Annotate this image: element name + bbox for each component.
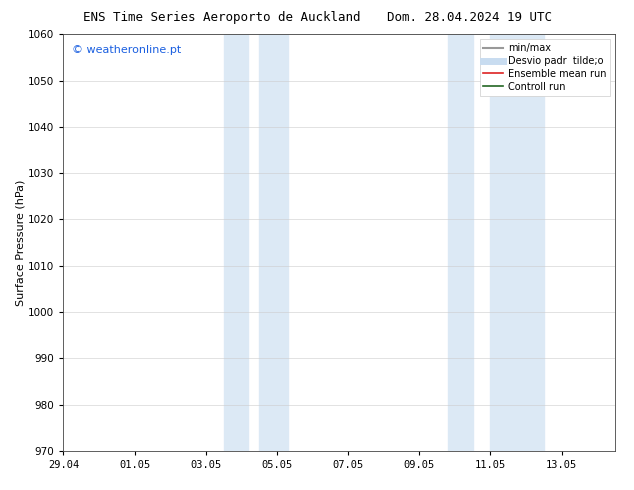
Legend: min/max, Desvio padr  tilde;o, Ensemble mean run, Controll run: min/max, Desvio padr tilde;o, Ensemble m…	[479, 39, 610, 96]
Bar	[448, 34, 472, 451]
Bar	[259, 34, 288, 451]
Text: ENS Time Series Aeroporto de Auckland: ENS Time Series Aeroporto de Auckland	[83, 11, 361, 24]
Y-axis label: Surface Pressure (hPa): Surface Pressure (hPa)	[15, 179, 25, 306]
Text: Dom. 28.04.2024 19 UTC: Dom. 28.04.2024 19 UTC	[387, 11, 552, 24]
Bar	[491, 34, 544, 451]
Text: © weatheronline.pt: © weatheronline.pt	[72, 45, 181, 55]
Bar	[224, 34, 249, 451]
